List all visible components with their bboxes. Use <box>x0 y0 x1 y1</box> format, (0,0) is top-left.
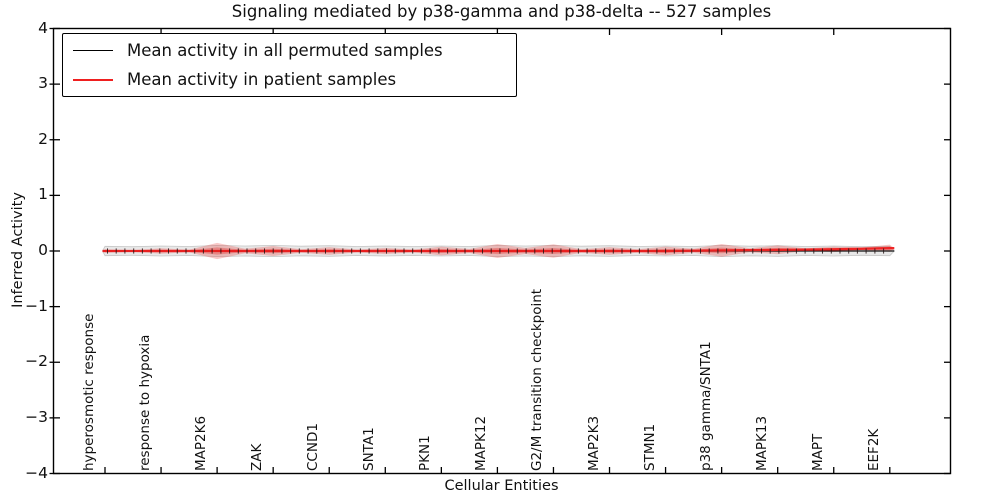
x-tick-label: MAPT <box>809 433 826 471</box>
legend-line-patient-icon <box>73 78 113 81</box>
x-tick-label: CCND1 <box>305 423 322 471</box>
x-tick-label: p38 gamma/SNTA1 <box>697 341 714 471</box>
x-tick-label: MAP2K6 <box>193 415 210 471</box>
x-tick-label: MAPK12 <box>473 415 490 471</box>
x-tick-label: EEF2K <box>865 428 882 471</box>
y-tick-label: −1 <box>25 296 48 315</box>
x-tick-label: STMN1 <box>641 423 658 471</box>
y-tick-label: 3 <box>38 74 48 93</box>
legend-label-permuted: Mean activity in all permuted samples <box>127 40 443 60</box>
x-tick-label: hyperosmotic response <box>81 313 97 471</box>
x-axis-label: Cellular Entities <box>444 478 559 494</box>
y-tick-label: 1 <box>38 185 48 204</box>
chart-title: Signaling mediated by p38-gamma and p38-… <box>231 2 772 21</box>
legend-label-patient: Mean activity in patient samples <box>127 70 397 90</box>
x-tick-label: ZAK <box>249 443 266 471</box>
x-tick-label: SNTA1 <box>361 427 378 471</box>
y-tick-label: −2 <box>25 352 48 371</box>
x-tick-label: MAP2K3 <box>585 415 602 471</box>
x-tick-label: G2/M transition checkpoint <box>529 288 546 471</box>
y-tick-label: 0 <box>38 241 48 259</box>
y-tick-label: 2 <box>38 129 48 148</box>
legend-line-permuted-icon <box>73 49 113 51</box>
x-tick-label: response to hypoxia <box>137 334 154 471</box>
y-tick-label: −4 <box>25 463 48 482</box>
y-tick-label: 4 <box>38 18 48 37</box>
x-tick-label: PKN1 <box>417 435 434 471</box>
legend-item-permuted: Mean activity in all permuted samples <box>63 37 516 63</box>
x-tick-label: MAPK13 <box>753 415 770 471</box>
y-tick-label: −3 <box>25 407 48 426</box>
legend-item-patient: Mean activity in patient samples <box>63 67 516 93</box>
sample-tick-marks <box>107 248 885 254</box>
legend-box: Mean activity in all permuted samples Me… <box>62 33 517 97</box>
